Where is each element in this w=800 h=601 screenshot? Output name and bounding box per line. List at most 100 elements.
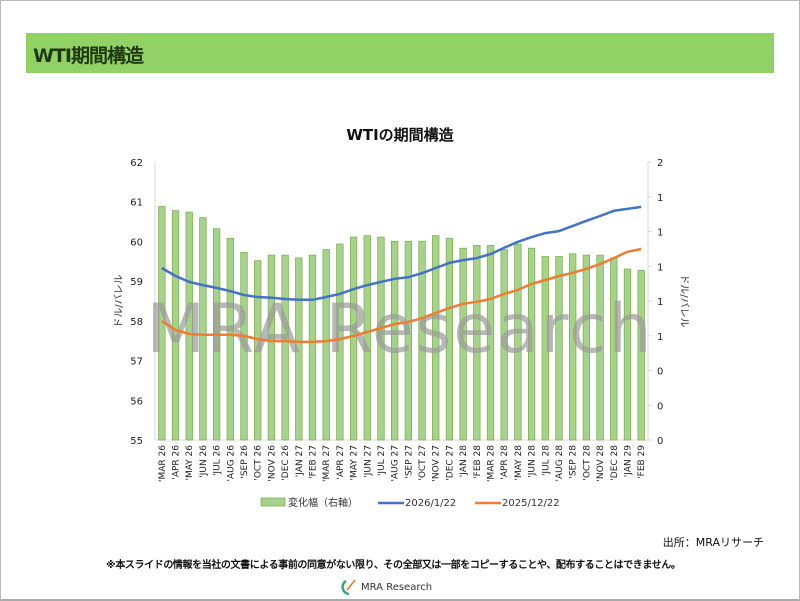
- x-tick-label: 'AUG 27: [391, 445, 401, 482]
- x-tick-label: 'JAN 28: [459, 445, 469, 477]
- x-tick-label: 'MAY 27: [350, 445, 360, 481]
- line-series-2026-1-22: [161, 205, 642, 302]
- x-tick-label: 'SEP 27: [404, 445, 414, 479]
- bar-change-9: [281, 254, 289, 441]
- left-tick-label: 61: [130, 198, 143, 209]
- x-tick-label: 'MAR 28: [487, 445, 497, 482]
- bar-change-1: [171, 210, 180, 441]
- x-tick-label: 'SEP 28: [569, 445, 579, 479]
- right-tick-label: 0: [657, 401, 663, 412]
- right-tick-label: 2: [657, 158, 663, 169]
- x-tick-label: 'AUG 26: [226, 445, 236, 482]
- chart-title: WTIの期間構造: [346, 126, 453, 144]
- x-tick-label: 'DEC 27: [445, 445, 455, 481]
- bar-change-34: [623, 268, 632, 441]
- bar-change-21: [445, 238, 454, 441]
- bar-change-8: [267, 254, 276, 441]
- bar-change-19: [418, 240, 426, 441]
- bar-change-31: [582, 254, 591, 441]
- bar-change-22: [459, 247, 467, 441]
- right-tick-label: 0: [657, 367, 663, 378]
- legend-label-orange: 2025/12/22: [502, 498, 560, 509]
- bar-change-18: [404, 240, 412, 441]
- x-tick-label: 'OCT 26: [254, 445, 264, 481]
- logo-text: MRA Research: [361, 581, 433, 593]
- right-tick-label: 1: [657, 228, 663, 239]
- right-tick-label: 1: [657, 332, 663, 343]
- x-tick-label: 'APR 27: [336, 445, 346, 480]
- bar-change-11: [308, 254, 317, 441]
- bar-change-15: [363, 235, 371, 441]
- left-tick-label: 57: [130, 357, 143, 368]
- legend-swatch-bar: [260, 497, 286, 507]
- x-tick-label: 'JUL 27: [377, 445, 387, 476]
- x-tick-label: 'FEB 27: [308, 445, 318, 479]
- slide-title: WTI期間構造: [33, 45, 144, 67]
- x-tick-label: 'JUL 28: [541, 445, 551, 476]
- logo-icon: [341, 579, 356, 596]
- bar-change-13: [336, 243, 344, 441]
- left-tick-label: 55: [130, 436, 143, 447]
- bar-change-14: [349, 236, 358, 441]
- x-tick-label: 'AUG 28: [555, 445, 565, 482]
- x-tick-label: 'JUN 28: [528, 445, 538, 478]
- x-tick-label: 'JUN 27: [363, 445, 373, 478]
- bar-change-3: [199, 217, 207, 441]
- x-tick-label: 'NOV 28: [596, 445, 606, 482]
- source-note: 出所：MRAリサーチ: [662, 536, 764, 549]
- bar-change-30: [569, 253, 577, 441]
- right-axis-title: ドル/バレル: [678, 274, 690, 327]
- bar-change-20: [432, 235, 440, 441]
- x-tick-label: 'JUN 26: [199, 445, 209, 478]
- right-tick-label: 1: [657, 262, 663, 273]
- right-tick-label: 1: [657, 193, 663, 204]
- company-logo: MRA Research: [340, 578, 432, 596]
- x-tick-label: 'MAY 28: [514, 445, 524, 481]
- legend-label-bar: 変化幅（右軸）: [288, 496, 358, 509]
- bar-change-26: [514, 243, 522, 441]
- bar-change-12: [322, 249, 330, 441]
- left-tick-label: 59: [130, 277, 143, 288]
- right-tick-label: 1: [657, 297, 663, 308]
- bar-change-2: [185, 211, 193, 441]
- x-tick-label: 'DEC 26: [281, 445, 291, 481]
- legend-label-blue: 2026/1/22: [405, 498, 456, 509]
- bar-change-10: [295, 257, 303, 441]
- x-tick-label: 'MAY 26: [185, 445, 195, 481]
- bar-change-35: [637, 270, 645, 441]
- bar-change-6: [240, 252, 248, 441]
- x-tick-label: 'JUL 26: [213, 445, 223, 476]
- bar-change-29: [555, 256, 563, 441]
- bar-change-25: [500, 249, 508, 441]
- right-tick-label: 0: [657, 436, 663, 447]
- line-series-2025-12-22: [161, 247, 642, 344]
- bar-change-7: [254, 260, 262, 441]
- left-axis-title: ドル/バレル: [113, 274, 125, 327]
- bar-change-16: [377, 236, 385, 441]
- x-tick-label: 'APR 26: [172, 445, 182, 480]
- bar-change-23: [473, 245, 481, 441]
- x-tick-label: 'JAN 27: [295, 445, 305, 477]
- bar-change-17: [391, 240, 399, 441]
- x-tick-label: 'OCT 28: [582, 445, 592, 481]
- left-tick-label: 62: [130, 158, 143, 169]
- title-banner: WTI期間構造: [26, 33, 774, 73]
- left-tick-label: 60: [130, 237, 143, 248]
- x-tick-label: 'SEP 26: [240, 445, 250, 479]
- bar-change-28: [541, 256, 549, 441]
- disclaimer: ※本スライドの情報を当社の文書による事前の同意がない限り、その全部又は一部をコピ…: [106, 560, 681, 571]
- bar-change-24: [486, 245, 495, 441]
- x-tick-label: 'NOV 27: [432, 445, 442, 482]
- x-tick-label: 'OCT 27: [418, 445, 428, 481]
- x-tick-label: 'JAN 29: [623, 445, 633, 477]
- bar-change-27: [527, 247, 536, 441]
- watermark: MRA Research: [146, 290, 653, 369]
- x-tick-label: 'NOV 26: [267, 445, 277, 482]
- bar-change-32: [596, 254, 604, 441]
- x-tick-label: 'FEB 29: [637, 445, 647, 479]
- left-tick-label: 56: [130, 396, 143, 407]
- x-tick-label: 'MAR 27: [322, 445, 332, 482]
- x-tick-label: 'APR 28: [500, 445, 510, 480]
- x-tick-label: 'MAR 26: [158, 445, 168, 482]
